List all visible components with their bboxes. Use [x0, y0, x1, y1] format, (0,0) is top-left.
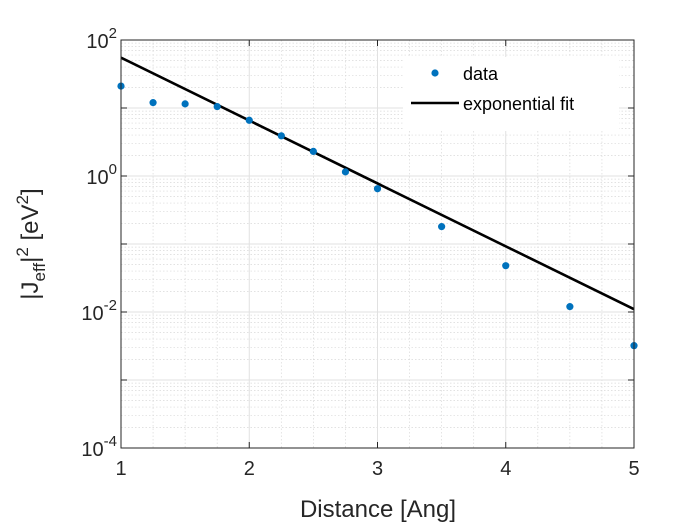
- y-tick-label: 10-4: [81, 433, 117, 461]
- data-point: [566, 303, 574, 311]
- ticks-layer: [120, 39, 635, 449]
- points-layer: [117, 82, 638, 350]
- fit-layer: [120, 56, 635, 311]
- data-point: [181, 100, 189, 108]
- legend-label-data: data: [463, 64, 499, 84]
- x-tick-labels: 1 2 3 4 5: [115, 458, 639, 480]
- x-tick-label: 3: [372, 458, 383, 480]
- legend-marker-data: [431, 69, 439, 77]
- x-tick-label: 5: [628, 458, 639, 480]
- data-point: [502, 262, 510, 270]
- data-point: [149, 99, 157, 107]
- data-point: [213, 102, 221, 111]
- y-tick-label: 102: [86, 25, 117, 53]
- data-point: [341, 168, 350, 176]
- y-axis-label: |Jeff|2 [eV2]: [13, 188, 49, 299]
- x-tick-label: 1: [115, 458, 126, 480]
- y-tick-label: 10-2: [81, 297, 117, 325]
- y-tick-label: 100: [86, 161, 117, 189]
- legend-label-fit: exponential fit: [463, 94, 574, 114]
- x-tick-label: 4: [500, 458, 511, 480]
- legend-box: [403, 57, 619, 131]
- data-point: [373, 185, 382, 193]
- fit-line: [120, 56, 635, 311]
- data-point: [309, 147, 317, 156]
- data-point: [277, 132, 285, 140]
- legend: data exponential fit: [403, 57, 619, 131]
- data-point: [245, 116, 253, 124]
- x-tick-label: 2: [244, 458, 255, 480]
- y-tick-labels: 10-4 10-2 100 102: [81, 25, 117, 461]
- x-axis-label: Distance [Ang]: [300, 496, 456, 523]
- data-point: [438, 223, 446, 231]
